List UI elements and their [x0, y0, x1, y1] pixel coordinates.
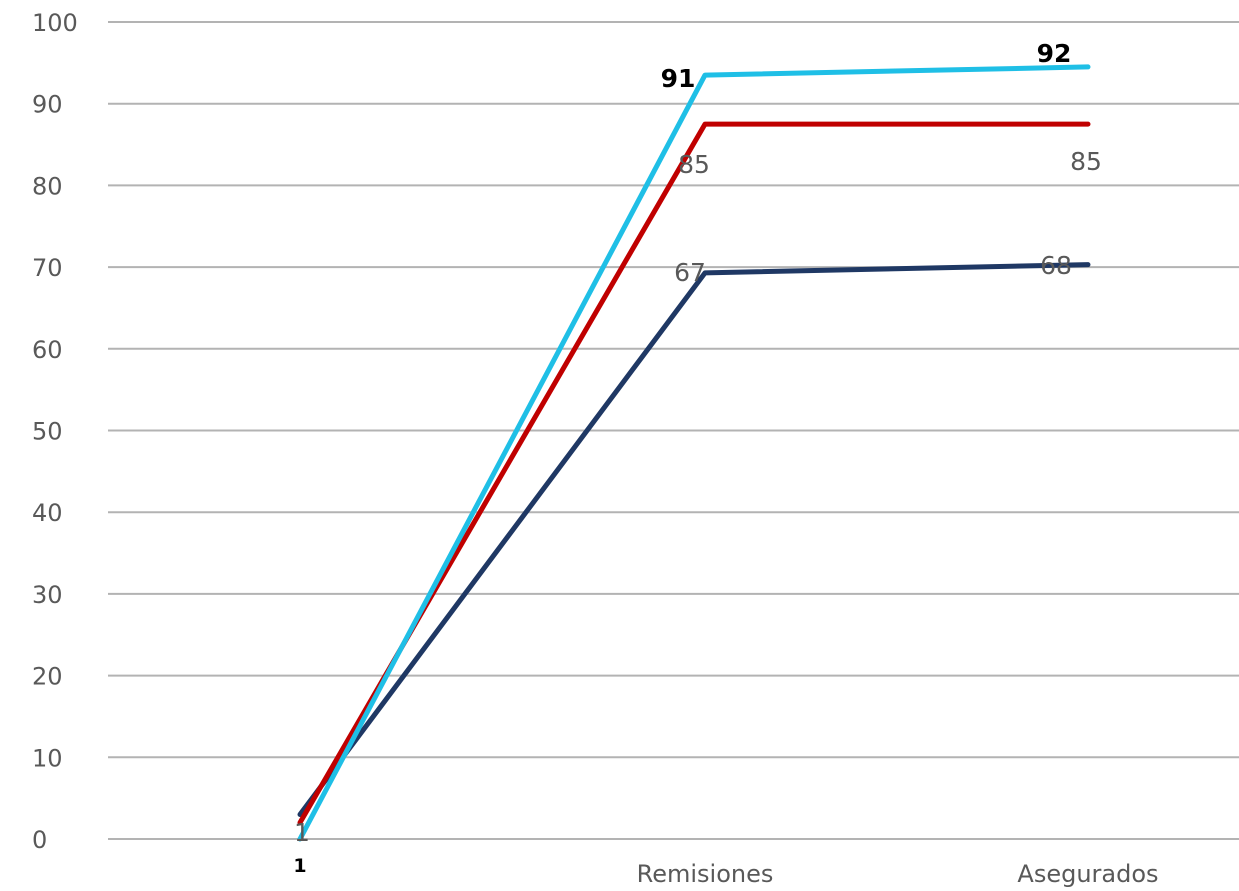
data-label: 92	[1037, 39, 1072, 68]
data-label: 91	[661, 64, 696, 93]
y-tick-label: 10	[32, 744, 63, 772]
data-label: 67	[674, 258, 706, 287]
data-label: 1	[294, 818, 310, 847]
y-axis-tick-labels: 0 10 20 30 40 50 60 70 80 90 100	[32, 9, 78, 854]
y-tick-label: 70	[32, 254, 63, 282]
series-line-1	[297, 262, 1091, 817]
data-labels: 67 68 1 85 85 1 91 92	[293, 39, 1102, 877]
x-category-label: Remisiones	[637, 860, 774, 888]
x-axis-category-labels: Remisiones Asegurados	[637, 860, 1159, 888]
y-tick-label: 100	[32, 9, 78, 37]
data-label: 1	[293, 855, 306, 877]
series-lines	[297, 64, 1091, 842]
gridlines	[108, 21, 1239, 840]
y-tick-label: 60	[32, 336, 63, 364]
data-label: 85	[678, 150, 710, 179]
series-line-2	[297, 121, 1091, 826]
data-label: 85	[1070, 147, 1102, 176]
y-tick-label: 0	[32, 826, 47, 854]
y-tick-label: 40	[32, 499, 63, 527]
y-tick-label: 80	[32, 172, 63, 200]
x-category-label: Asegurados	[1017, 860, 1158, 888]
series-line-3	[297, 64, 1091, 842]
y-tick-label: 30	[32, 581, 63, 609]
y-tick-label: 90	[32, 91, 63, 119]
data-label: 68	[1040, 251, 1072, 280]
y-tick-label: 50	[32, 418, 63, 446]
y-tick-label: 20	[32, 663, 63, 691]
